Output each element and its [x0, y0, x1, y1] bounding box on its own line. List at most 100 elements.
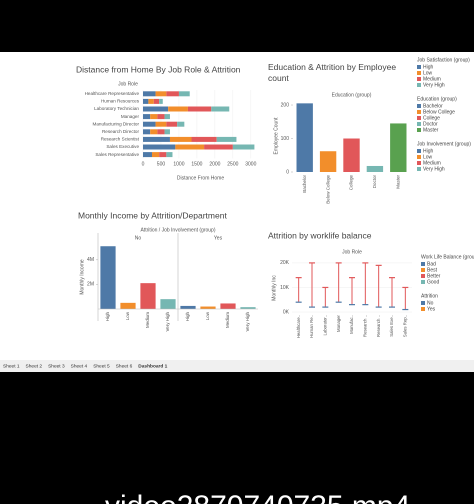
legend-item: Best — [427, 267, 438, 273]
sheet-tab[interactable]: Sheet 4 — [71, 363, 88, 369]
bar — [140, 283, 156, 309]
legend-item: High — [423, 64, 434, 70]
bar-segment — [168, 106, 188, 112]
legend-swatch — [417, 161, 421, 165]
x-tick-label: Manufac.. — [349, 315, 354, 334]
y-tick-label: Manufacturing Director — [93, 121, 140, 126]
y-tick-label: 20K — [280, 260, 290, 266]
x-tick-label: Laborator.. — [322, 315, 327, 336]
bar-segment — [157, 114, 165, 120]
sheet-tab[interactable]: Sheet 5 — [93, 363, 110, 369]
bar-segment — [232, 144, 255, 150]
legend-swatch — [421, 301, 425, 305]
y-tick-label: Human Resources — [101, 99, 140, 104]
x-header: Education (group) — [332, 92, 372, 98]
x-tick-label: Sales Exe.. — [389, 315, 394, 337]
tab-bar — [0, 360, 474, 372]
sheet-tab[interactable]: Dashboard 1 — [138, 363, 167, 369]
bar-segment — [143, 98, 149, 104]
bar-segment — [155, 121, 167, 127]
bar-segment — [159, 152, 167, 158]
legend-item: Very High — [423, 82, 445, 88]
legend-swatch — [417, 122, 421, 126]
bar-segment — [153, 98, 160, 104]
bar-segment — [143, 136, 170, 142]
sheet-tab[interactable]: Sheet 1 — [3, 363, 20, 369]
bar-segment — [187, 106, 212, 112]
bar-segment — [177, 121, 185, 127]
x-tick-label: Research .. — [376, 315, 381, 337]
x-tick-label: Medium — [145, 312, 150, 328]
legend-swatch — [417, 128, 421, 132]
x-tick-label: Manager — [336, 314, 341, 332]
y-tick-label: 4M — [87, 257, 94, 263]
legend-item: Bachelor — [423, 103, 443, 109]
y-tick-label: Sales Representative — [95, 152, 139, 157]
sheet-tab[interactable]: Sheet 6 — [116, 363, 133, 369]
legend-swatch — [417, 167, 421, 171]
chart-title: Distance from Home By Job Role & Attriti… — [76, 64, 241, 74]
bar-segment — [150, 114, 158, 120]
bar-segment — [164, 129, 170, 135]
bar-segment — [148, 98, 154, 104]
legend-item: Below College — [423, 109, 455, 115]
x-tick-label: Research .. — [362, 315, 367, 337]
y-tick-label: 0 — [286, 169, 289, 175]
legend-swatch — [421, 274, 425, 278]
legend-item: College — [423, 115, 440, 121]
bar — [240, 307, 256, 309]
legend-title: Education (group) — [417, 96, 457, 102]
x-tick-label: Master — [395, 175, 400, 189]
x-tick-label: College — [349, 175, 354, 191]
legend-item: Low — [423, 154, 433, 160]
bar-segment — [178, 91, 190, 97]
x-tick-label: Sales Rep.. — [402, 315, 407, 337]
legend-swatch — [417, 149, 421, 153]
y-tick-label: 200 — [281, 102, 290, 108]
y-tick-label: Manager — [121, 114, 140, 119]
x-tick-label: Healthcare.. — [296, 315, 301, 338]
chart-title-box: Education & Attrition by Employee count — [268, 62, 397, 83]
bar — [100, 246, 116, 309]
sheet-tab[interactable]: Sheet 3 — [48, 363, 65, 369]
bar-segment — [143, 114, 151, 120]
bar-segment — [143, 106, 169, 112]
sheet-tab[interactable]: Sheet 2 — [26, 363, 43, 369]
x-tick-label: 1000 — [173, 162, 184, 168]
bar-segment — [211, 106, 230, 112]
bar-segment — [143, 91, 156, 97]
bar — [366, 165, 384, 172]
legend-item: Very High — [423, 166, 445, 172]
y-header: Job Role — [118, 81, 138, 87]
bar-segment — [191, 136, 217, 142]
bar — [120, 302, 136, 309]
y-tick-label: 0K — [283, 309, 290, 315]
legend-item: Better — [427, 273, 441, 279]
legend-swatch — [421, 268, 425, 272]
x-tick-label: 0 — [142, 162, 145, 168]
bar — [220, 303, 236, 309]
x-tick-label: High — [185, 312, 190, 322]
chart-title: Education & Attrition by Employee count — [268, 62, 397, 83]
bar-segment — [166, 152, 173, 158]
chart-title: Monthly Income by Attrition/Department — [78, 210, 227, 220]
x-tick-label: Very High — [165, 312, 170, 332]
legend-swatch — [417, 77, 421, 81]
y-tick-label: 2M — [87, 282, 94, 288]
panel-label: Yes — [214, 235, 223, 241]
bar-segment — [151, 152, 160, 158]
legend-title: Work Life Balance (group) — [421, 254, 474, 260]
bar — [180, 305, 196, 309]
y-tick-label: Sales Executive — [106, 144, 139, 149]
x-tick-label: 2000 — [209, 162, 220, 168]
y-tick-label: Healthcare Representative — [85, 91, 140, 96]
legend-swatch — [421, 262, 425, 266]
legend-item: Good — [427, 279, 439, 285]
bar-segment — [166, 91, 179, 97]
bar-segment — [159, 98, 163, 104]
legend-title: Attrition — [421, 293, 438, 299]
bar-segment — [169, 136, 192, 142]
legend-item: Yes — [427, 306, 436, 312]
bar-segment — [166, 121, 178, 127]
video-filename: video2870740735.mp4 — [105, 490, 410, 504]
